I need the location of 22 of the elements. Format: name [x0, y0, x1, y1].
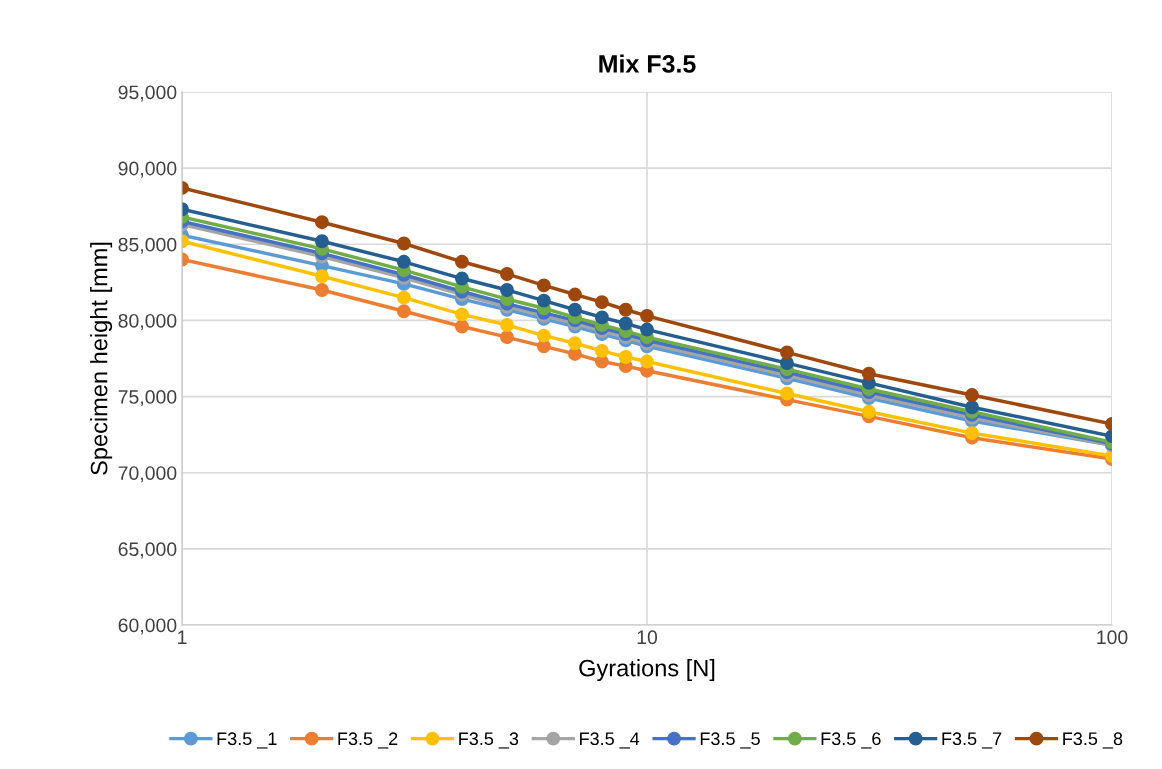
legend-label: F3.5 _3 — [459, 732, 519, 749]
y-tick-label: 75,000 — [118, 390, 177, 407]
legend-label: F3.5 _7 — [942, 732, 1002, 749]
legend-label: F3.5 _1 — [217, 732, 277, 749]
y-tick-label: 85,000 — [118, 237, 177, 254]
legend-label: F3.5 _5 — [700, 732, 760, 749]
y-tick-label: 80,000 — [118, 313, 177, 330]
legend-label: F3.5 _2 — [338, 732, 398, 749]
y-tick-label: 90,000 — [118, 161, 177, 178]
legend-label: F3.5 _8 — [1063, 732, 1123, 749]
y-tick-label: 60,000 — [118, 618, 177, 635]
x-tick-label: 100 — [1097, 630, 1128, 645]
x-tick-label: 1 — [178, 630, 187, 644]
x-axis-title: Gyrations [N] — [579, 659, 715, 682]
y-tick-label: 65,000 — [118, 542, 177, 559]
legend-label: F3.5 _6 — [821, 732, 881, 749]
y-tick-label: 70,000 — [118, 466, 177, 483]
y-tick-label: 95,000 — [118, 85, 177, 102]
legend-label: F3.5 _4 — [580, 732, 640, 749]
y-axis-title: Specimen height [mm] — [90, 242, 113, 475]
x-tick-label: 10 — [637, 630, 658, 645]
chart-title: Mix F3.5 — [599, 54, 696, 73]
